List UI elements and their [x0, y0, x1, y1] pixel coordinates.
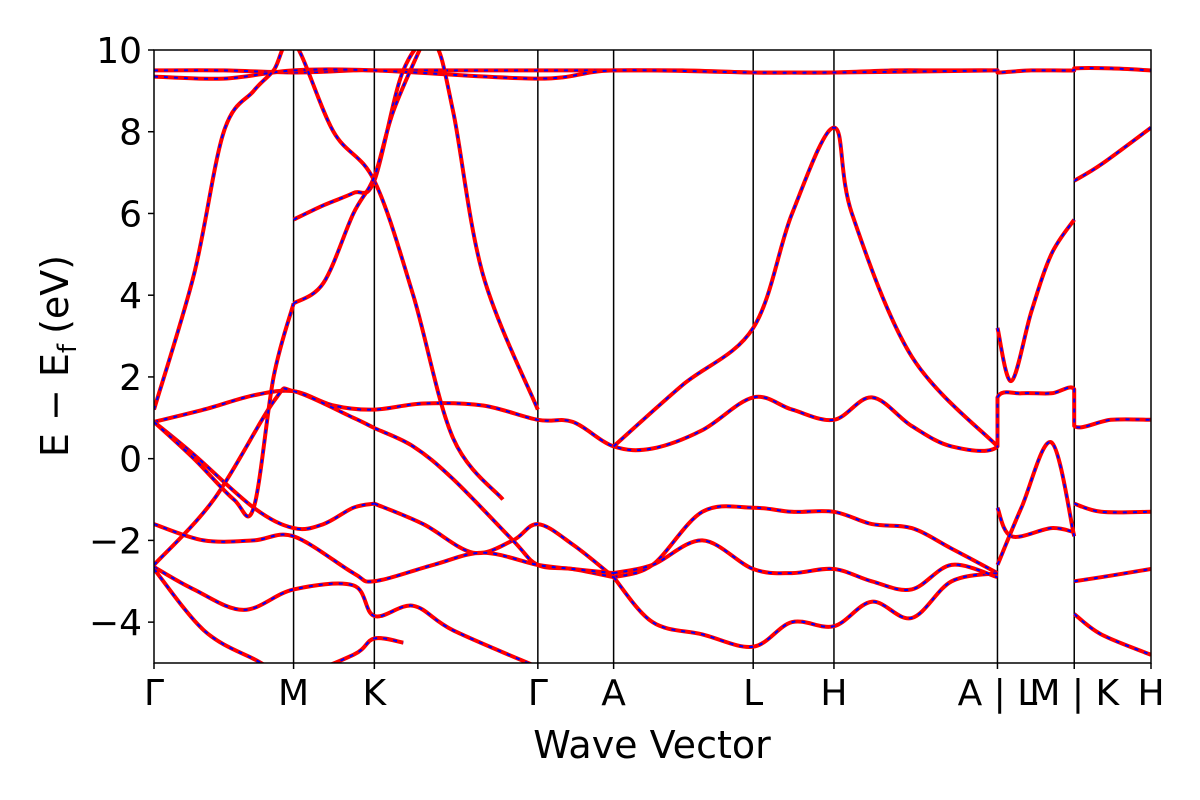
y-tick-label: 6 [119, 194, 142, 235]
band-line-overlay [1073, 613, 1151, 656]
band-line-overlay [154, 387, 614, 579]
y-tick-label: 4 [119, 276, 142, 317]
band-line [1073, 501, 1151, 515]
band-line [292, 50, 540, 411]
band-line-overlay [154, 566, 531, 663]
y-axis-label-subscript: f [53, 343, 83, 353]
x-tick-label: M [278, 673, 309, 714]
x-tick-label: A [601, 673, 626, 714]
x-tick-label: H [820, 673, 847, 714]
x-tick-label: H [1137, 673, 1164, 714]
y-tick-label: −2 [89, 521, 142, 562]
band-line-overlay [613, 539, 998, 591]
band-line-overlay [613, 505, 998, 579]
band-line-overlay [612, 126, 999, 448]
band-line [154, 386, 615, 580]
kpath-vertical-lines [292, 50, 1075, 663]
band-line-overlay [154, 523, 614, 583]
x-tick-label: M | K [1029, 673, 1120, 714]
band-line-overlay [154, 568, 404, 663]
y-tick-label: 0 [119, 440, 142, 481]
band-line-overlay [996, 507, 1075, 538]
band-line [612, 504, 999, 580]
band-line-overlay [996, 219, 1076, 383]
band-line [154, 50, 505, 501]
band-line-overlay [154, 68, 998, 80]
band-line [612, 571, 998, 649]
band-line-overlay [612, 572, 998, 648]
y-axis-label: E − Ef (eV) [33, 255, 83, 457]
x-tick-label: Γ [144, 673, 164, 714]
band-line [154, 385, 1151, 453]
y-axis-ticks: −4 −2 0 2 4 6 8 10 [89, 31, 154, 644]
band-line-overlay [154, 386, 1151, 452]
plot-frame [153, 49, 1152, 664]
y-axis-label-unit: (eV) [33, 255, 77, 334]
band-line [154, 565, 534, 663]
band-line-overlay [996, 441, 1076, 566]
band-line [1073, 125, 1151, 183]
band-line [154, 522, 614, 584]
y-tick-label: 2 [119, 358, 142, 399]
x-axis-ticks: Γ M K Γ A L H A | LM | K H [144, 663, 1165, 714]
band-line [612, 125, 999, 448]
y-tick-label: −4 [89, 603, 142, 644]
y-tick-label: 8 [119, 113, 142, 154]
band-line-overlay [1073, 126, 1151, 182]
band-line-overlay [293, 50, 421, 305]
y-axis-label-main: E − E [33, 353, 77, 457]
x-tick-label: Γ [528, 673, 548, 714]
y-tick-label: 10 [96, 31, 142, 72]
x-tick-label: L [743, 673, 763, 714]
x-tick-label: A | L [958, 673, 1038, 714]
band-line-overlay [373, 502, 615, 578]
band-line-overlay [293, 50, 539, 410]
band-line-overlay [154, 421, 375, 531]
band-line [373, 501, 615, 579]
band-line [1072, 612, 1151, 657]
x-tick-label: K [363, 673, 388, 714]
band-line [154, 567, 404, 663]
band-line [1073, 567, 1151, 584]
x-axis-label: Wave Vector [533, 723, 771, 767]
band-line [995, 440, 1077, 566]
band-line [154, 302, 296, 519]
band-lines [154, 50, 1151, 663]
